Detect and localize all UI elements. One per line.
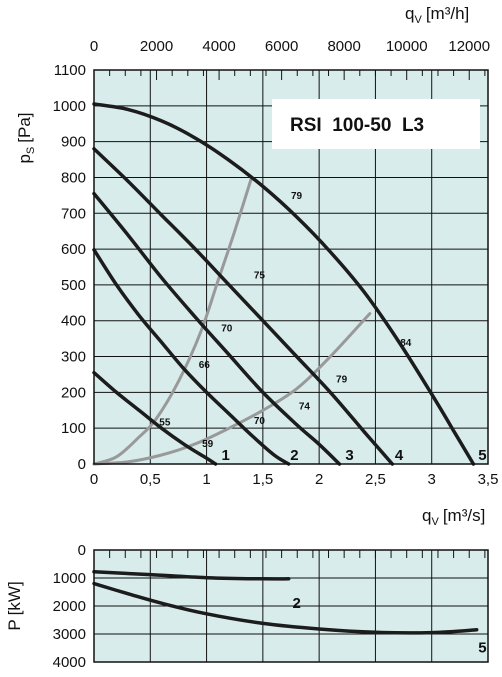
power-y-axis-label-symbol: P	[5, 619, 24, 630]
x-tick-label: 2,5	[365, 471, 386, 488]
power-y-axis-label-unit: [kW]	[5, 581, 24, 615]
efficiency-label: 55	[159, 417, 171, 428]
x-tick-label: 3,5	[478, 471, 499, 488]
fan-curve-4	[92, 147, 395, 466]
x-axis-label: qV [m³/s]	[422, 506, 485, 528]
y-tick-label: 600	[61, 241, 86, 258]
x-axis-label-unit: [m³/s]	[443, 506, 486, 525]
power-curve-label-5: 5	[478, 640, 486, 657]
power-y-tick-label: 0	[78, 542, 86, 559]
y-tick-label: 1000	[53, 98, 86, 115]
power-plot-frame	[93, 549, 489, 663]
y-axis-label-unit: [Pa]	[15, 112, 34, 142]
fan-curve-1	[92, 370, 218, 466]
top-tick-label: 6000	[265, 38, 298, 55]
x-axis-label-symbol: q	[422, 506, 431, 525]
efficiency-label: 74	[299, 402, 311, 413]
top-tick-label: 0	[90, 38, 98, 55]
efficiency-label: 70	[221, 323, 233, 334]
x-tick-label: 1,5	[252, 471, 273, 488]
power-curves	[92, 570, 479, 635]
x-tick-label: 3	[428, 471, 436, 488]
x-tick-labels: 0 0,5 1 1,5 2 2,5 3 3,5	[90, 471, 499, 488]
x-tick-label: 2	[315, 471, 323, 488]
y-tick-label: 500	[61, 277, 86, 294]
top-tick-label: 4000	[202, 38, 235, 55]
fan-curve-2	[92, 248, 291, 466]
top-axis-label-symbol: q	[405, 4, 414, 23]
efficiency-label: 84	[400, 338, 412, 349]
x-tick-label: 1	[202, 471, 210, 488]
y-tick-label: 800	[61, 169, 86, 186]
fan-curve-5	[92, 102, 476, 466]
power-curve-5	[92, 581, 479, 635]
power-top-minor-ticks	[93, 550, 486, 558]
top-axis-minor-ticks	[93, 70, 486, 80]
y-tick-label: 700	[61, 205, 86, 222]
top-axis-tick-labels: 0 2000 4000 6000 8000 10000 12000	[90, 38, 490, 55]
y-axis-label-sub: S	[25, 147, 37, 154]
curve-number-labels: 1 2 3 4 5	[222, 447, 487, 464]
system-curve-1	[92, 176, 254, 466]
efficiency-label: 79	[291, 191, 303, 202]
curve-label-4: 4	[395, 447, 404, 464]
y-axis-label: pS [Pa]	[15, 112, 37, 163]
chart-title-box	[272, 99, 480, 149]
power-y-tick-label: 4000	[53, 654, 86, 671]
top-axis-label-sub: V	[414, 14, 422, 26]
efficiency-label: 79	[336, 374, 348, 385]
y-tick-label: 1100	[54, 62, 86, 79]
curve-label-2: 2	[290, 447, 298, 464]
pressure-chart: 79 75 70 66 55 59 70 74 79 84 1 2 3 4 5 0 0,5 1 1,5 2 2,5 3…	[15, 4, 498, 528]
y-tick-label: 0	[78, 456, 86, 473]
efficiency-labels: 79 75 70 66 55 59 70 74 79 84	[159, 191, 411, 450]
top-tick-label: 8000	[327, 38, 360, 55]
efficiency-label: 75	[254, 270, 266, 281]
system-curve-2	[92, 312, 372, 466]
power-y-tick-label: 2000	[53, 598, 86, 615]
fan-curves	[92, 102, 476, 466]
power-y-tick-label: 3000	[53, 626, 86, 643]
y-axis-label-symbol: p	[15, 154, 34, 163]
fan-curve-3	[92, 191, 342, 466]
pressure-plot-frame	[93, 69, 489, 465]
y-tick-label: 900	[61, 134, 86, 151]
top-tick-label: 2000	[140, 38, 173, 55]
curve-label-5: 5	[478, 447, 486, 464]
y-tick-label: 400	[61, 313, 86, 330]
y-tick-label: 300	[61, 349, 86, 366]
y-tick-label: 200	[61, 384, 86, 401]
power-curve-labels: 25	[292, 595, 486, 657]
chart-title: RSI 100-50 L3	[290, 115, 424, 136]
x-tick-label: 0,5	[140, 471, 161, 488]
top-axis-label: qV [m³/h]	[405, 4, 469, 26]
efficiency-label: 70	[254, 416, 266, 427]
power-curve-2	[92, 570, 291, 581]
x-axis-label-sub: V	[431, 516, 439, 528]
svg-text:P[kW]: P [kW]	[5, 581, 24, 630]
top-tick-label: 10000	[386, 38, 428, 55]
top-tick-label: 12000	[448, 38, 490, 55]
power-curve-label-2: 2	[292, 595, 300, 612]
curve-label-3: 3	[345, 447, 353, 464]
efficiency-label: 59	[202, 439, 214, 450]
top-axis-label-unit: [m³/h]	[426, 4, 469, 23]
svg-text:pS[Pa]: pS [Pa]	[15, 112, 37, 163]
x-tick-label: 0	[90, 471, 98, 488]
system-curves	[92, 176, 372, 466]
efficiency-label: 66	[199, 360, 211, 371]
power-y-tick-label: 1000	[53, 570, 86, 587]
y-tick-label: 100	[61, 420, 86, 437]
power-y-axis-label: P [kW]	[5, 581, 24, 630]
power-y-tick-labels: 0 1000 2000 3000 4000	[53, 542, 86, 671]
y-tick-labels: 0 100 200 300 400 500 600 700 800 900 1000 1100	[53, 62, 86, 473]
curve-label-1: 1	[222, 447, 230, 464]
